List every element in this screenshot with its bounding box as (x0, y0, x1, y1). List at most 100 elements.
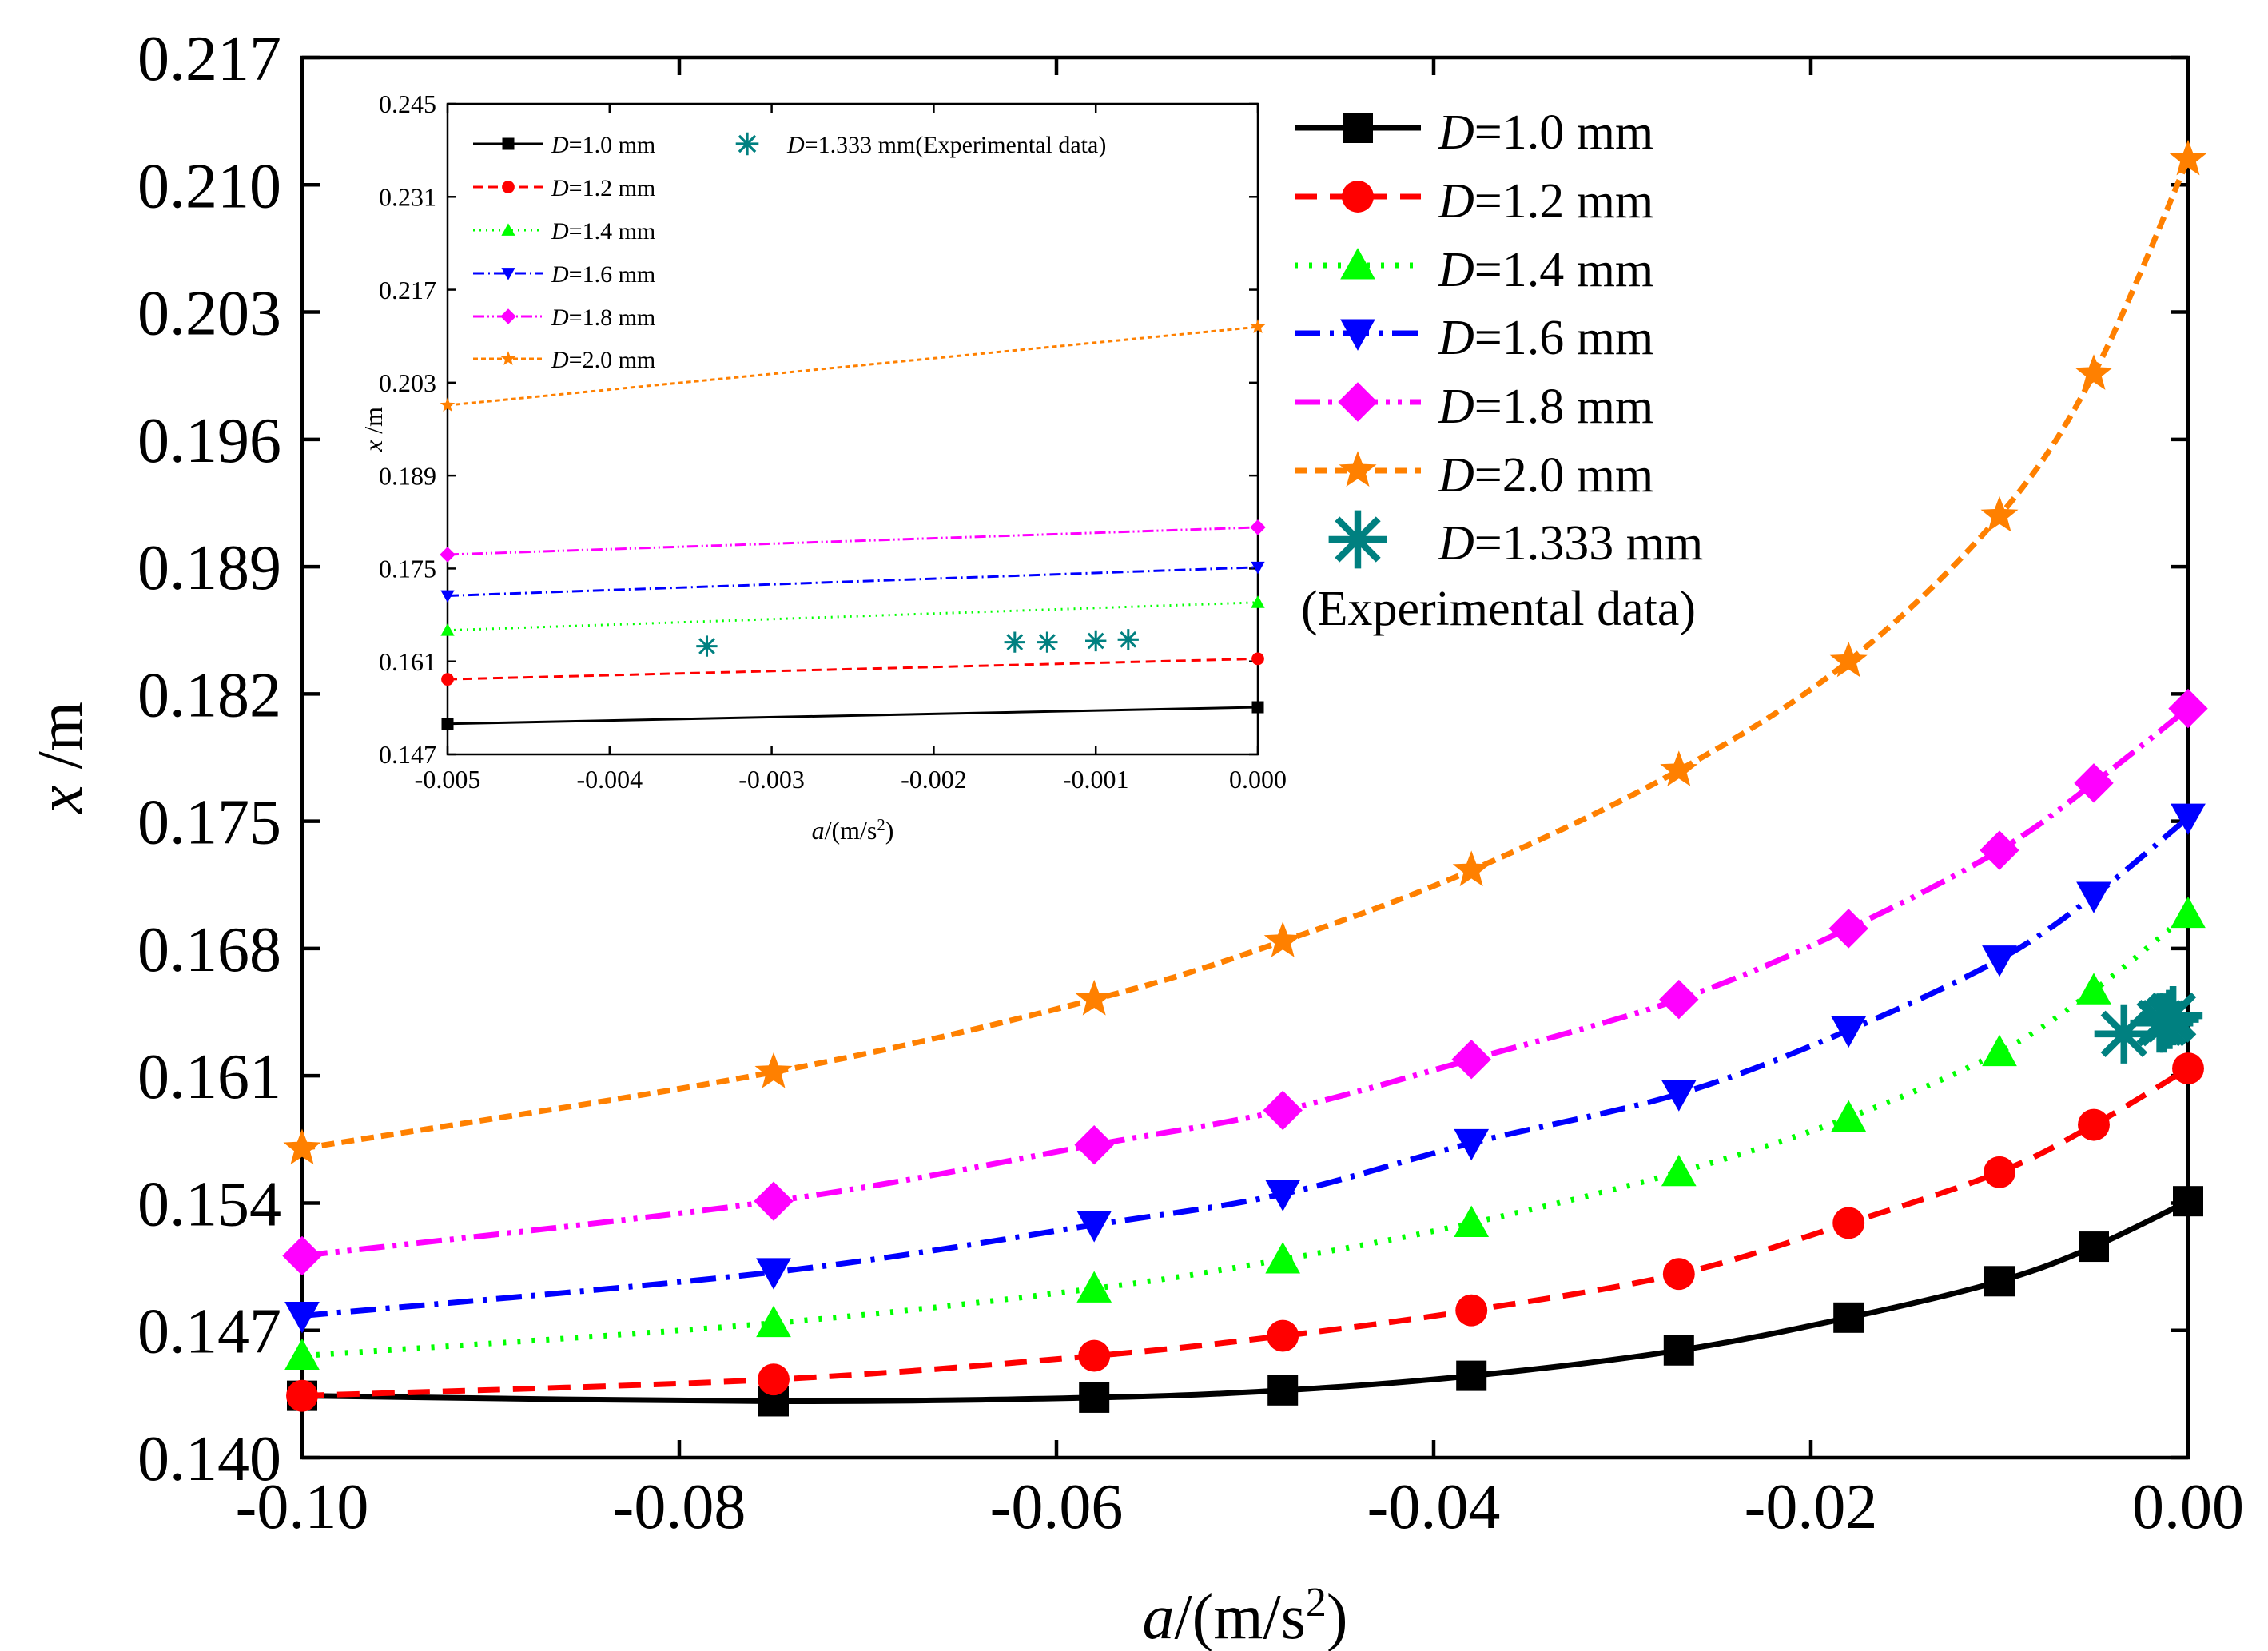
y-tick-label: 0.140 (137, 1424, 281, 1494)
data-point (754, 1181, 794, 1221)
legend-label-value: =1.0 mm (569, 132, 656, 158)
data-point (1663, 1335, 1694, 1366)
inset-chart: -0.005 -0.004 -0.003 -0.002 -0.001 0.000 0.147… (359, 90, 1287, 845)
data-point (1251, 701, 1264, 714)
legend-label: D=2.0 mm (1438, 448, 1653, 503)
data-point (1829, 641, 1868, 678)
data-point (2171, 896, 2206, 929)
y-tick-label: 0.196 (137, 406, 281, 476)
x-tick-label: -0.10 (236, 1472, 369, 1542)
data-point (1267, 1375, 1299, 1406)
data-point (1455, 1294, 1488, 1327)
data-point (440, 547, 456, 563)
data-point (1451, 1040, 1491, 1080)
x-tick-label: -0.02 (1745, 1472, 1878, 1542)
y-tick-label: 0.217 (379, 276, 436, 304)
inset-legend-label: D=2.0 mm (551, 347, 655, 373)
x-axis-title-close: ) (885, 816, 894, 845)
legend-label-var: D (551, 132, 569, 158)
inset-legend-marker (500, 351, 516, 365)
legend-label-value: =2.0 mm (1474, 448, 1653, 503)
legend-label-value: =1.4 mm (569, 218, 656, 245)
x-tick-label: -0.08 (613, 1472, 746, 1542)
data-point (1982, 1034, 2017, 1067)
data-point (1832, 1207, 1865, 1239)
series-line-3 (447, 601, 1259, 632)
y-tick-label: 0.154 (137, 1169, 281, 1239)
data-point (2169, 139, 2207, 176)
y-axis-title-var: x (26, 785, 96, 814)
legend-label-value: =1.2 mm (569, 175, 656, 201)
data-point (441, 673, 454, 686)
y-tick-label: 0.245 (379, 90, 436, 118)
data-point (1076, 1211, 1112, 1243)
inset-y-axis-title: x /m (359, 407, 388, 452)
x-axis-title-close: ) (1327, 1582, 1348, 1651)
y-tick-label: 0.147 (137, 1297, 281, 1367)
x-tick-label: -0.003 (738, 765, 805, 794)
data-point (440, 590, 455, 603)
data-point (1662, 1258, 1695, 1291)
series-line-4 (301, 815, 2190, 1319)
legend-label: D=1.333 mm (1438, 516, 1703, 571)
y-tick-label: 0.161 (137, 1042, 281, 1112)
data-point (1265, 1242, 1301, 1274)
inset-legend-marker (502, 181, 515, 193)
legend-label-value: =1.6 mm (569, 261, 656, 288)
y-tick-label: 0.175 (137, 788, 281, 858)
series-line-4 (447, 566, 1259, 597)
y-tick-label: 0.203 (137, 279, 281, 349)
y-tick-label: 0.189 (379, 461, 436, 490)
y-tick-label: 0.210 (137, 151, 281, 221)
data-point (1456, 1360, 1487, 1391)
data-point (1661, 1080, 1697, 1112)
x-tick-label: 0.00 (2132, 1472, 2244, 1542)
experimental-point (1085, 630, 1107, 652)
series-line-2 (447, 657, 1259, 681)
x-axis-title: a/(m/s2) (1142, 1580, 1347, 1651)
legend-label-value: =1.6 mm (1474, 311, 1653, 365)
data-point (441, 718, 454, 730)
data-point (1265, 1180, 1301, 1211)
data-point (2075, 354, 2113, 390)
inset-x-axis-title: a/(m/s2) (812, 816, 894, 845)
inset-legend-marker (501, 268, 515, 280)
series-line-1 (301, 1199, 2190, 1405)
legend-marker (1342, 181, 1374, 213)
data-point (284, 1302, 320, 1334)
y-tick-label: 0.168 (137, 915, 281, 985)
data-point (2172, 1052, 2204, 1085)
x-tick-label: -0.06 (990, 1472, 1124, 1542)
legend-label-var: D (1438, 311, 1474, 365)
y-tick-label: 0.175 (379, 555, 436, 583)
data-point (1075, 979, 1113, 1016)
data-point (1661, 1154, 1697, 1187)
y-axis-title-unit: /m (359, 407, 388, 440)
inset-legend-marker (501, 223, 515, 236)
data-point (2078, 1108, 2110, 1141)
x-axis-title-exponent: 2 (877, 816, 885, 834)
x-axis-title-exponent: 2 (1306, 1580, 1327, 1625)
legend-marker (1340, 248, 1375, 280)
data-point (1984, 1266, 2015, 1297)
legend-label-var: D (786, 132, 805, 158)
legend-marker (1340, 319, 1375, 351)
data-point (2168, 688, 2208, 729)
y-tick-label: 0.189 (137, 533, 281, 603)
data-point (1454, 1205, 1490, 1237)
legend-marker (1328, 510, 1387, 569)
data-point (1833, 1302, 1864, 1333)
data-point (756, 1258, 791, 1290)
legend-label-var: D (1438, 380, 1474, 434)
legend-marker (1343, 113, 1373, 143)
inset-legend-label: D=1.333 mm(Experimental data) (786, 132, 1106, 158)
y-tick-label: 0.203 (379, 368, 436, 397)
data-point (1079, 1382, 1110, 1413)
series-line-5 (447, 526, 1259, 556)
y-tick-label: 0.161 (379, 647, 436, 676)
data-point (2074, 763, 2114, 803)
legend-label-value: =1.333 mm (1474, 516, 1703, 571)
data-point (1984, 1156, 2015, 1188)
data-point (440, 397, 456, 412)
x-tick-label: -0.001 (1063, 765, 1129, 794)
